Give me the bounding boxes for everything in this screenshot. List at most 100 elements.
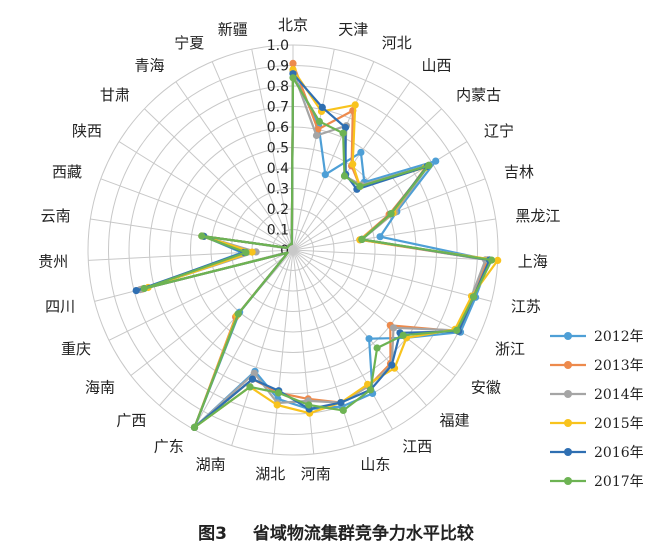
category-label: 辽宁 <box>484 122 514 140</box>
series-point <box>399 331 407 339</box>
series-line <box>139 70 487 429</box>
series-layer <box>132 59 502 431</box>
category-label: 河南 <box>301 465 331 483</box>
category-label: 安徽 <box>471 379 501 397</box>
series-point <box>321 171 329 179</box>
radial-tick-label: 0 <box>280 243 289 259</box>
radar-spoke <box>108 249 294 341</box>
legend-marker <box>564 332 572 340</box>
radar-spoke <box>292 249 478 341</box>
series-point <box>425 161 433 169</box>
series-point <box>340 172 349 180</box>
category-label: 浙江 <box>495 340 525 358</box>
category-label: 山西 <box>422 56 452 74</box>
series-point <box>273 401 281 409</box>
series-point <box>312 131 321 140</box>
series-point <box>274 389 283 397</box>
category-label: 广东 <box>154 438 184 456</box>
category-label: 湖南 <box>196 456 226 474</box>
legend-entry: 2013年 <box>550 358 644 374</box>
legend: 2012年 2013年 2014年 2015年 2016年 2017年 <box>550 329 644 490</box>
series-point <box>248 248 256 256</box>
category-label: 上海 <box>518 252 548 270</box>
radar-spoke <box>292 249 456 376</box>
series-point <box>132 287 140 295</box>
radial-tick-label: 1.0 <box>267 38 289 54</box>
series-point <box>246 383 254 391</box>
series-point <box>453 326 461 334</box>
legend-entry: 2014年 <box>550 387 644 403</box>
category-label: 福建 <box>440 412 470 430</box>
radial-tick-label: 0.1 <box>267 223 289 239</box>
category-label: 云南 <box>41 207 71 225</box>
series-point <box>250 369 258 377</box>
series-point <box>367 386 375 394</box>
series-point <box>341 123 350 132</box>
radar-spoke <box>292 249 498 261</box>
series-point <box>339 406 347 414</box>
series-point <box>140 284 148 293</box>
radar-spoke <box>292 49 335 251</box>
series-point <box>351 101 359 109</box>
series-point <box>373 344 381 352</box>
series-group <box>140 74 496 431</box>
series-point <box>387 210 395 218</box>
series-point <box>318 103 326 111</box>
category-label: 贵州 <box>38 252 68 270</box>
radar-spoke <box>292 61 375 251</box>
category-label: 河北 <box>382 34 412 52</box>
figure-number: 图3 <box>198 524 227 544</box>
category-label: 北京 <box>278 16 308 34</box>
category-label: 青海 <box>134 56 164 74</box>
radial-tick-labels: 0 0.1 0.2 0.3 0.4 0.5 0.6 0.7 0.8 0.9 1.0 <box>267 38 289 259</box>
category-label: 黑龙江 <box>515 207 560 225</box>
legend-label: 2015年 <box>594 416 644 432</box>
series-point <box>432 157 440 165</box>
category-label: 江西 <box>402 438 432 456</box>
legend-label: 2014年 <box>594 387 644 403</box>
category-label: 江苏 <box>511 297 541 315</box>
category-label: 宁夏 <box>174 34 204 52</box>
legend-label: 2012年 <box>594 329 644 345</box>
radial-tick-label: 0.3 <box>267 182 289 198</box>
series-point <box>289 74 297 82</box>
category-label: 陕西 <box>72 122 102 140</box>
radar-spoke <box>211 61 294 251</box>
legend-marker <box>564 390 572 398</box>
series-point <box>190 423 199 431</box>
radial-tick-label: 0.5 <box>267 141 289 157</box>
radar-spoke <box>271 249 294 454</box>
radar-spoke <box>292 249 315 454</box>
radial-tick-label: 0.8 <box>267 79 289 95</box>
series-point <box>358 235 366 243</box>
series-line <box>143 76 493 429</box>
legend-marker <box>564 448 572 456</box>
series-point <box>234 310 242 318</box>
legend-marker <box>564 361 572 369</box>
category-label: 天津 <box>338 21 368 39</box>
radar-spoke <box>144 108 294 251</box>
series-point <box>248 375 257 383</box>
legend-marker <box>564 477 572 485</box>
category-label: 新疆 <box>218 21 248 39</box>
radar-spoke <box>175 81 294 251</box>
legend-entry: 2015年 <box>550 416 644 432</box>
radar-spoke <box>159 249 294 406</box>
radar-spoke <box>118 141 294 251</box>
series-point <box>470 293 478 301</box>
category-label: 四川 <box>45 297 75 315</box>
radar-spoke <box>231 249 294 446</box>
series-point <box>488 256 496 264</box>
series-point <box>305 401 313 409</box>
series-point <box>389 324 398 332</box>
category-label: 广西 <box>116 412 146 430</box>
series-point <box>356 182 364 190</box>
legend-label: 2017年 <box>594 474 644 490</box>
legend-marker <box>564 419 572 427</box>
category-label: 西藏 <box>52 163 82 181</box>
category-label: 海南 <box>85 379 115 397</box>
radar-spoke <box>292 108 442 251</box>
category-label: 吉林 <box>504 163 534 181</box>
radial-tick-label: 0.7 <box>267 100 289 116</box>
